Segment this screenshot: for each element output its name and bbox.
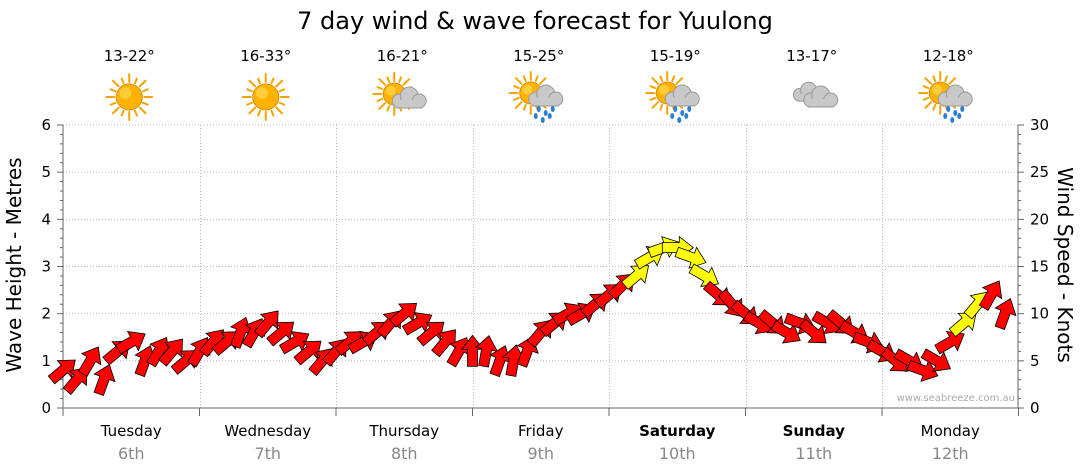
left-tick-label: 6 — [41, 116, 51, 134]
wind-arrow — [621, 265, 650, 290]
cloudy-icon — [792, 81, 839, 108]
chart-title: 7 day wind & wave forecast for Yuulong — [297, 7, 773, 35]
day-date-label: 11th — [795, 444, 832, 463]
right-tick-label: 15 — [1030, 258, 1049, 276]
right-tick-label: 10 — [1030, 305, 1049, 323]
right-tick-label: 25 — [1030, 163, 1049, 181]
wind-arrow — [158, 338, 183, 367]
left-tick-label: 4 — [41, 210, 51, 228]
right-axis-title: Wind Speed - Knots — [1053, 167, 1077, 363]
sun-showers-icon — [918, 71, 973, 123]
wind-arrow — [934, 330, 965, 355]
wind-arrow — [994, 298, 1017, 331]
left-axis-ticks: 0 1 2 3 4 5 6 — [41, 116, 51, 417]
temperature-label: 16-33° — [240, 47, 291, 65]
day-name-label: Thursday — [368, 422, 439, 440]
wind-arrow — [674, 246, 707, 269]
temperature-label: 16-21° — [377, 47, 428, 65]
day-labels: Tuesday 6th Wednesday 7th Thursday 8th Friday 9… — [100, 422, 980, 463]
sunny-icon — [241, 73, 290, 121]
wind-arrow — [431, 329, 456, 358]
left-tick-label: 5 — [41, 163, 51, 181]
grid-lines — [63, 124, 1018, 408]
left-tick-label: 3 — [41, 258, 51, 276]
right-tick-label: 30 — [1030, 116, 1049, 134]
day-name-label: Saturday — [639, 422, 716, 440]
wind-arrow — [770, 320, 801, 344]
wind-arrow — [474, 335, 499, 368]
wind-arrow — [798, 318, 827, 344]
wind-arrow — [47, 359, 76, 385]
left-tick-label: 2 — [41, 305, 51, 323]
wind-arrow — [460, 334, 485, 367]
wind-series — [47, 235, 1017, 397]
day-date-label: 8th — [391, 444, 418, 463]
wind-arrow — [77, 346, 102, 377]
day-date-label: 12th — [932, 444, 969, 463]
axes — [57, 124, 1024, 416]
day-name-label: Monday — [921, 422, 980, 440]
day-name-label: Tuesday — [100, 422, 162, 440]
sunny-icon — [105, 73, 154, 121]
partly-cloudy-icon — [372, 72, 427, 116]
sun-showers-icon — [645, 71, 700, 123]
wind-arrow — [146, 336, 170, 368]
wind-arrow — [906, 359, 939, 382]
day-name-label: Wednesday — [224, 422, 311, 440]
left-tick-label: 0 — [41, 399, 51, 417]
temperature-label: 15-19° — [650, 47, 701, 65]
temperature-label: 13-17° — [786, 47, 837, 65]
day-date-label: 10th — [659, 444, 696, 463]
day-date-label: 9th — [527, 444, 554, 463]
weather-icons-row — [105, 71, 973, 123]
temperature-label: 13-22° — [104, 47, 155, 65]
right-axis-ticks: 0 5 10 15 20 25 30 — [1030, 116, 1049, 417]
wind-arrow — [389, 302, 418, 328]
left-tick-label: 1 — [41, 352, 51, 370]
temperature-row: 13-22° 16-33° 16-21° 15-25° 15-19° 13-17° 12-1… — [104, 47, 974, 65]
credit-label: www.seabreeze.com.au — [897, 393, 1015, 404]
wind-arrow — [266, 321, 295, 347]
sun-showers-icon — [508, 71, 564, 123]
right-tick-label: 5 — [1030, 352, 1040, 370]
wind-arrow — [920, 348, 952, 372]
wind-arrow — [253, 310, 279, 339]
wind-arrow — [115, 330, 146, 355]
wind-arrow — [93, 364, 116, 397]
right-tick-label: 20 — [1030, 210, 1049, 228]
right-tick-label: 0 — [1030, 399, 1040, 417]
wind-arrow — [416, 321, 445, 347]
day-date-label: 6th — [118, 444, 145, 463]
left-axis-title: Wave Height - Metres — [2, 157, 26, 372]
day-date-label: 7th — [254, 444, 281, 463]
temperature-label: 15-25° — [513, 47, 564, 65]
wind-arrow — [948, 312, 977, 338]
wind-arrow — [293, 340, 322, 366]
day-name-label: Friday — [518, 422, 564, 440]
wind-arrow — [978, 280, 1003, 311]
wind-arrow — [502, 344, 526, 377]
day-name-label: Sunday — [783, 422, 846, 440]
temperature-label: 12-18° — [923, 47, 974, 65]
